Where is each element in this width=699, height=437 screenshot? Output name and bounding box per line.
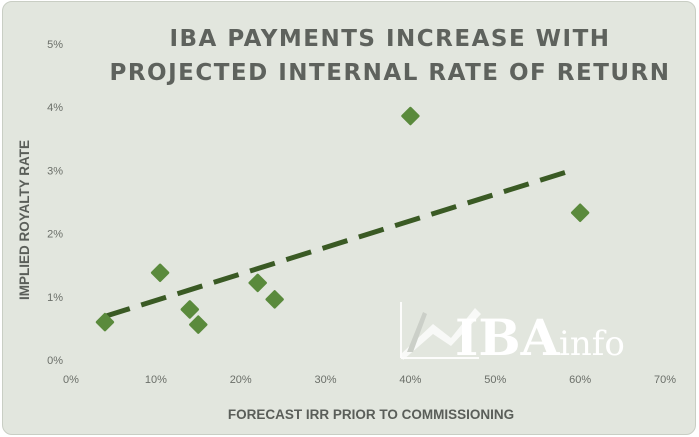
y-tick-label: 3% xyxy=(47,165,63,177)
data-point-diamond xyxy=(95,312,115,332)
x-tick-label: 10% xyxy=(145,374,167,386)
data-point-diamond xyxy=(150,263,170,283)
x-tick-label: 70% xyxy=(654,374,676,386)
scatter-chart: IBA PAYMENTS INCREASE WITH PROJECTED INT… xyxy=(17,26,676,422)
x-tick-label: 20% xyxy=(230,374,252,386)
x-tick-label: 40% xyxy=(399,374,421,386)
data-point-diamond xyxy=(180,300,200,319)
ibainfo-logo: IBA info xyxy=(400,302,625,367)
data-point-diamond xyxy=(248,273,267,293)
y-axis-ticks: 0% 1% 2% 3% 4% 5% xyxy=(47,39,63,367)
data-point-diamond xyxy=(401,106,420,126)
y-tick-label: 0% xyxy=(47,355,63,367)
trendline xyxy=(104,168,573,319)
data-point-diamond xyxy=(189,315,208,334)
data-points xyxy=(95,106,590,334)
x-tick-label: 30% xyxy=(315,374,337,386)
logo-graph-icon xyxy=(400,302,481,360)
y-tick-label: 2% xyxy=(47,229,63,241)
chart-title-line-1: IBA PAYMENTS INCREASE WITH xyxy=(169,26,610,52)
y-tick-label: 4% xyxy=(47,102,63,114)
data-point-diamond xyxy=(265,290,284,309)
y-axis-label: IMPLIED ROYALTY RATE xyxy=(17,140,32,300)
y-tick-label: 5% xyxy=(47,39,63,51)
logo-brand-text: IBA xyxy=(455,308,561,367)
trendline-dashed xyxy=(104,168,573,319)
x-tick-label: 60% xyxy=(569,374,591,386)
x-tick-label: 0% xyxy=(63,374,79,386)
x-axis-label: FORECAST IRR PRIOR TO COMMISSIONING xyxy=(228,407,514,422)
data-point-diamond xyxy=(570,203,590,222)
x-tick-label: 50% xyxy=(484,374,506,386)
logo-suffix-text: info xyxy=(559,324,625,364)
chart-title-line-2: PROJECTED INTERNAL RATE OF RETURN xyxy=(109,60,670,86)
x-axis-ticks: 0% 10% 20% 30% 40% 50% 60% 70% xyxy=(63,374,676,386)
y-tick-label: 1% xyxy=(47,292,63,304)
